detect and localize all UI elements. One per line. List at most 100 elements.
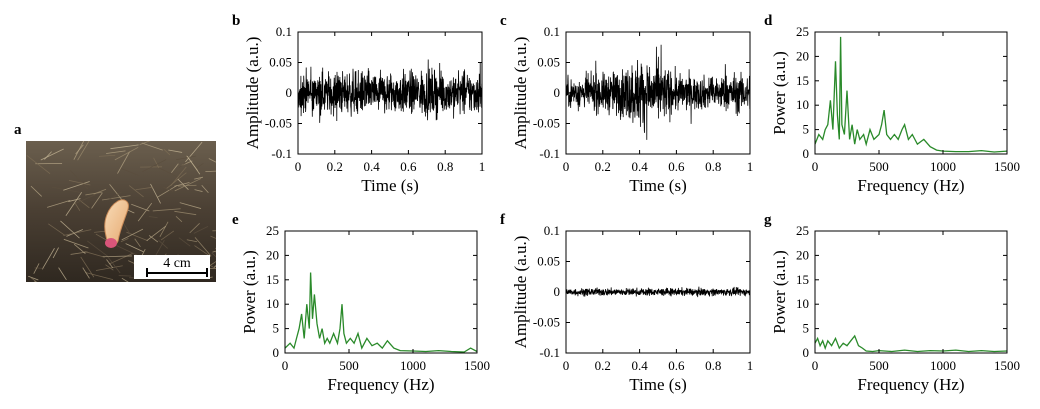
panel-letter-g: g — [764, 212, 772, 228]
straw — [194, 189, 203, 192]
straw — [68, 198, 81, 202]
straw — [186, 239, 198, 243]
x-axis-label: Time (s) — [629, 375, 686, 394]
y-tick-label: -0.05 — [265, 116, 292, 131]
straw — [148, 235, 159, 243]
straw — [137, 202, 153, 222]
y-tick-label: 15 — [266, 272, 279, 287]
series-line-waveform — [298, 59, 482, 123]
panel-letter-d: d — [764, 13, 773, 29]
straw — [159, 221, 169, 237]
x-tick-label: 1 — [747, 358, 754, 373]
straw — [87, 240, 109, 257]
straw — [211, 252, 216, 258]
y-tick-label: 10 — [796, 97, 809, 112]
straw — [102, 195, 131, 201]
straw — [77, 141, 90, 161]
straw — [47, 199, 71, 208]
straw — [152, 208, 181, 212]
straw — [186, 155, 201, 175]
straw — [106, 259, 114, 269]
straw — [82, 267, 90, 279]
series-line-waveform — [566, 286, 750, 298]
straw — [63, 238, 89, 249]
y-tick-label: 5 — [803, 321, 810, 336]
straw — [95, 233, 109, 242]
root-photo-svg: 4 cm — [26, 141, 216, 282]
straw — [208, 158, 216, 163]
straw — [142, 159, 167, 173]
y-tick-label: 0.05 — [269, 55, 292, 70]
straw — [109, 191, 122, 200]
series-line-spectrum — [285, 272, 477, 353]
straw — [205, 170, 216, 172]
straw — [185, 141, 203, 163]
y-tick-label: 0.05 — [537, 254, 560, 269]
y-axis-label: Amplitude (a.u.) — [511, 236, 530, 349]
straw — [30, 185, 42, 197]
x-tick-label: 0 — [812, 159, 819, 174]
straw — [108, 253, 133, 265]
straw — [194, 245, 212, 258]
straw — [52, 247, 59, 259]
straw — [121, 277, 129, 282]
straw — [135, 186, 154, 191]
straw — [85, 272, 114, 281]
straw — [179, 202, 202, 209]
y-tick-label: 0.1 — [276, 24, 292, 39]
straw — [128, 185, 144, 198]
x-tick-label: 1000 — [400, 358, 426, 373]
chart-panel-b: b 0 0.2 0.4 0.6 0.8 1 0.1 0.05 0 -0.05 -0.1 Time (s)… — [232, 13, 485, 195]
x-tick-label: 1 — [479, 159, 486, 174]
straw — [85, 191, 103, 196]
straw — [30, 277, 38, 282]
straw — [160, 230, 175, 241]
straw — [74, 203, 81, 212]
x-tick-label: 0.8 — [705, 159, 721, 174]
chart-panel-c: c 0 0.2 0.4 0.6 0.8 1 0.1 0.05 0 -0.05 -0.1 Time (s)… — [500, 13, 753, 195]
straw — [163, 148, 171, 156]
x-tick-label: 0.2 — [327, 159, 343, 174]
straw — [60, 220, 80, 239]
y-tick-label: 0 — [554, 284, 561, 299]
straw — [209, 261, 216, 266]
panel-letter-b: b — [232, 13, 240, 29]
y-tick-label: 0.05 — [537, 55, 560, 70]
straw — [168, 149, 183, 153]
x-tick-label: 500 — [869, 159, 889, 174]
y-tick-label: 15 — [796, 272, 809, 287]
straw — [171, 163, 179, 174]
straw — [212, 172, 216, 174]
straw — [33, 263, 40, 274]
straw — [174, 178, 202, 192]
straw — [210, 235, 216, 239]
straw — [194, 176, 204, 180]
x-tick-label: 0 — [812, 358, 819, 373]
straw — [70, 251, 88, 255]
x-axis-label: Time (s) — [629, 176, 686, 195]
straw — [139, 141, 151, 146]
straw — [41, 248, 55, 270]
straw — [110, 144, 139, 150]
straw — [120, 238, 129, 243]
straw — [175, 155, 197, 161]
straw — [194, 237, 212, 257]
scale-bar-label: 4 cm — [163, 256, 191, 271]
x-tick-label: 1 — [747, 159, 754, 174]
x-tick-label: 1500 — [994, 159, 1020, 174]
x-tick-label: 1000 — [930, 159, 956, 174]
straw — [153, 157, 160, 169]
straw — [72, 194, 96, 206]
straw — [174, 210, 197, 216]
y-tick-label: 0 — [273, 345, 280, 360]
straw — [99, 154, 116, 157]
y-tick-label: 0 — [286, 85, 293, 100]
y-tick-label: 0 — [803, 345, 810, 360]
y-tick-label: 0.1 — [544, 24, 560, 39]
straw — [177, 184, 197, 187]
y-axis-label: Power (a.u.) — [770, 51, 789, 135]
y-tick-label: 10 — [266, 296, 279, 311]
straw — [189, 223, 200, 234]
x-axis-label: Frequency (Hz) — [857, 375, 964, 394]
y-tick-label: 0 — [554, 85, 561, 100]
